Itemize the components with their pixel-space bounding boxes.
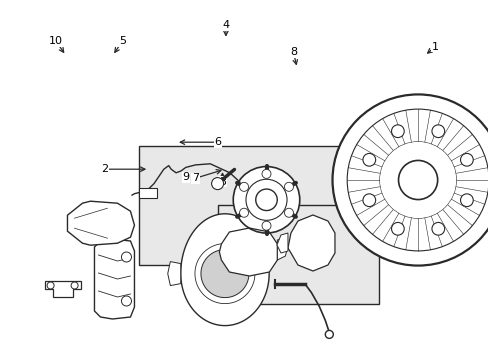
Polygon shape xyxy=(219,228,277,276)
Circle shape xyxy=(379,142,455,218)
Polygon shape xyxy=(181,214,268,325)
Bar xyxy=(139,146,339,265)
Text: 4: 4 xyxy=(222,20,229,30)
Text: 1: 1 xyxy=(431,42,438,52)
Circle shape xyxy=(332,94,488,266)
Circle shape xyxy=(460,194,472,207)
Circle shape xyxy=(284,183,293,192)
Circle shape xyxy=(233,167,299,233)
Polygon shape xyxy=(287,215,334,271)
Circle shape xyxy=(262,221,270,230)
Circle shape xyxy=(255,189,277,211)
Circle shape xyxy=(431,125,444,138)
Circle shape xyxy=(121,252,131,262)
Circle shape xyxy=(362,194,375,207)
Polygon shape xyxy=(94,239,134,319)
Circle shape xyxy=(460,153,472,166)
Polygon shape xyxy=(44,282,81,297)
Circle shape xyxy=(325,330,333,338)
Circle shape xyxy=(211,177,223,190)
Text: 8: 8 xyxy=(289,47,296,57)
Bar xyxy=(139,188,157,198)
Circle shape xyxy=(398,161,437,199)
Circle shape xyxy=(391,125,404,138)
Text: 5: 5 xyxy=(119,36,125,46)
Circle shape xyxy=(239,183,248,192)
Polygon shape xyxy=(167,262,181,285)
Polygon shape xyxy=(67,201,134,245)
Text: 3: 3 xyxy=(219,177,225,187)
Circle shape xyxy=(362,153,375,166)
Polygon shape xyxy=(201,249,248,298)
Text: 10: 10 xyxy=(49,36,63,46)
Text: 6: 6 xyxy=(214,137,221,147)
Text: 7: 7 xyxy=(192,173,199,183)
Circle shape xyxy=(71,282,78,289)
Polygon shape xyxy=(277,238,287,260)
Circle shape xyxy=(431,222,444,235)
Circle shape xyxy=(121,296,131,306)
Text: 9: 9 xyxy=(182,172,189,182)
Text: 2: 2 xyxy=(102,164,108,174)
Circle shape xyxy=(262,170,270,179)
Circle shape xyxy=(391,222,404,235)
Bar xyxy=(217,205,378,304)
Circle shape xyxy=(47,282,54,289)
Polygon shape xyxy=(276,233,287,253)
Circle shape xyxy=(239,208,248,217)
Circle shape xyxy=(284,208,293,217)
